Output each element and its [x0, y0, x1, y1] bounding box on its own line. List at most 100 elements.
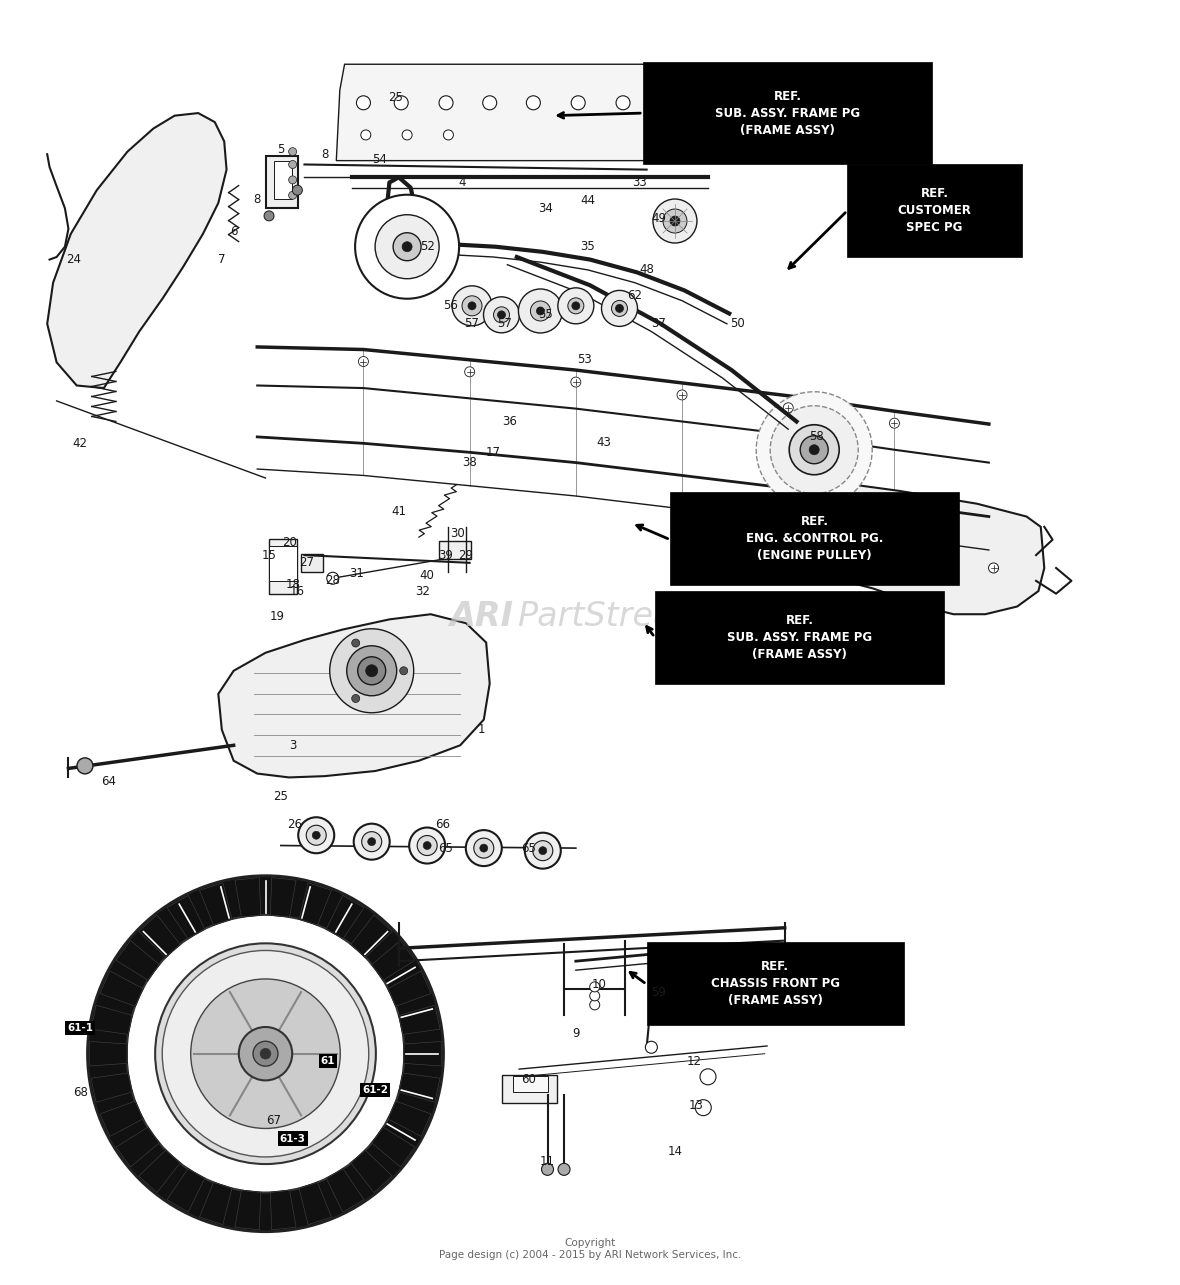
Text: 54: 54: [373, 153, 387, 166]
Text: 37: 37: [651, 317, 666, 330]
Polygon shape: [327, 1169, 365, 1212]
Circle shape: [439, 96, 453, 109]
Bar: [847, 164, 1022, 257]
Text: 28: 28: [326, 574, 340, 587]
Circle shape: [571, 96, 585, 109]
Text: 56: 56: [444, 299, 458, 312]
Text: 4: 4: [459, 176, 466, 189]
Circle shape: [264, 211, 274, 221]
Text: 39: 39: [439, 549, 453, 562]
Text: 50: 50: [730, 317, 745, 330]
Circle shape: [493, 307, 510, 323]
Bar: [502, 1074, 557, 1103]
Circle shape: [480, 844, 487, 852]
Text: 3: 3: [289, 739, 296, 752]
Text: 48: 48: [640, 263, 654, 276]
Circle shape: [313, 831, 320, 839]
Circle shape: [572, 302, 579, 310]
Text: 42: 42: [73, 437, 87, 450]
Polygon shape: [199, 883, 232, 925]
Text: 7: 7: [218, 253, 225, 266]
Text: 24: 24: [66, 253, 80, 266]
Text: Copyright
Page design (c) 2004 - 2015 by ARI Network Services, Inc.: Copyright Page design (c) 2004 - 2015 by…: [439, 1239, 741, 1259]
Polygon shape: [90, 1041, 127, 1067]
Circle shape: [394, 96, 408, 109]
Text: 25: 25: [274, 790, 288, 803]
Polygon shape: [299, 883, 332, 925]
Circle shape: [358, 657, 386, 685]
Circle shape: [238, 1027, 293, 1081]
Circle shape: [126, 915, 405, 1192]
Polygon shape: [235, 878, 261, 917]
Text: REF.
CUSTOMER
SPEC PG: REF. CUSTOMER SPEC PG: [898, 188, 971, 234]
Bar: [269, 546, 297, 581]
Polygon shape: [100, 1101, 143, 1136]
Text: 65: 65: [439, 842, 453, 855]
Text: 31: 31: [349, 567, 363, 580]
Polygon shape: [372, 1127, 415, 1167]
Bar: [513, 1077, 549, 1092]
Circle shape: [526, 96, 540, 109]
Polygon shape: [327, 896, 365, 938]
Text: 10: 10: [592, 978, 607, 991]
Text: 41: 41: [392, 505, 406, 518]
Text: 67: 67: [267, 1114, 281, 1127]
Circle shape: [289, 176, 296, 184]
Polygon shape: [399, 1073, 440, 1103]
Circle shape: [756, 392, 872, 508]
Text: 57: 57: [498, 317, 512, 330]
Circle shape: [533, 840, 552, 861]
Circle shape: [347, 646, 396, 695]
Circle shape: [611, 301, 628, 316]
Circle shape: [571, 377, 581, 387]
Circle shape: [695, 1100, 712, 1115]
Circle shape: [191, 979, 340, 1128]
Circle shape: [590, 991, 599, 1001]
Text: 13: 13: [689, 1099, 703, 1112]
Circle shape: [468, 302, 476, 310]
Circle shape: [700, 1069, 716, 1085]
Circle shape: [87, 875, 444, 1232]
Text: 32: 32: [415, 585, 430, 598]
Circle shape: [400, 667, 408, 675]
Circle shape: [293, 185, 302, 195]
Circle shape: [784, 402, 793, 412]
Polygon shape: [388, 971, 431, 1006]
Circle shape: [525, 833, 560, 869]
Text: 33: 33: [632, 176, 647, 189]
Circle shape: [590, 982, 599, 992]
Text: 30: 30: [451, 527, 465, 540]
Text: 15: 15: [262, 549, 276, 562]
Text: 38: 38: [463, 456, 477, 469]
Text: 52: 52: [420, 240, 434, 253]
Text: REF.
SUB. ASSY. FRAME PG
(FRAME ASSY): REF. SUB. ASSY. FRAME PG (FRAME ASSY): [727, 614, 872, 660]
Polygon shape: [100, 971, 143, 1006]
Circle shape: [355, 195, 459, 298]
Text: 11: 11: [540, 1155, 555, 1168]
Bar: [655, 591, 944, 684]
Circle shape: [163, 951, 368, 1156]
Text: 14: 14: [668, 1145, 682, 1158]
Text: 17: 17: [486, 446, 500, 459]
Circle shape: [518, 289, 563, 333]
Text: 12: 12: [687, 1055, 701, 1068]
Circle shape: [155, 943, 376, 1164]
Text: 1: 1: [478, 723, 485, 736]
Bar: [647, 942, 904, 1025]
Text: ARI: ARI: [450, 600, 513, 634]
Circle shape: [474, 838, 493, 858]
Text: 64: 64: [101, 775, 116, 788]
Polygon shape: [388, 1101, 431, 1136]
Circle shape: [466, 830, 502, 866]
Circle shape: [616, 305, 623, 312]
Circle shape: [800, 436, 828, 464]
Text: 29: 29: [459, 549, 473, 562]
Circle shape: [393, 233, 421, 261]
Circle shape: [424, 842, 431, 849]
Bar: [266, 157, 297, 208]
Text: 40: 40: [420, 569, 434, 582]
Bar: [643, 62, 932, 164]
Polygon shape: [372, 941, 415, 980]
Circle shape: [452, 285, 492, 326]
Circle shape: [289, 191, 296, 199]
